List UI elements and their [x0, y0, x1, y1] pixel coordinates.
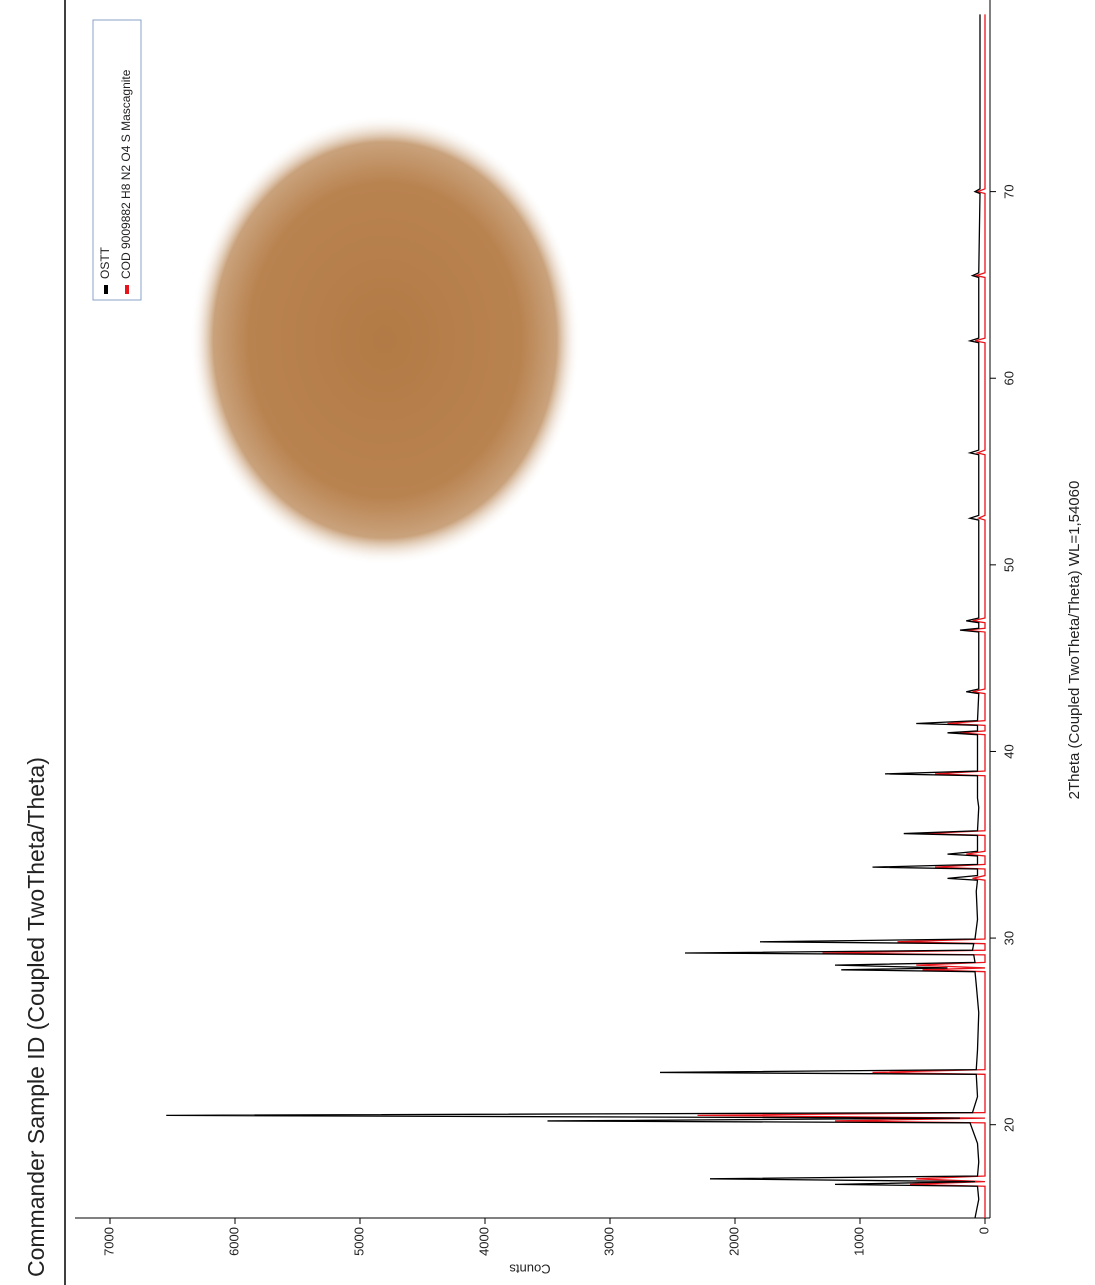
x-tick-label: 30	[1001, 931, 1016, 945]
x-tick-label: 50	[1001, 558, 1016, 572]
legend-label: COD 9009882 H8 N2 O4 S Mascagnite	[119, 69, 133, 279]
y-tick-label: 2000	[726, 1227, 741, 1256]
plot: Commander Sample ID (Coupled TwoTheta/Th…	[23, 0, 1083, 1285]
chart: Commander Sample ID (Coupled TwoTheta/Th…	[0, 0, 1095, 1285]
x-tick-label: 60	[1001, 371, 1016, 385]
y-tick-label: 5000	[351, 1227, 366, 1256]
x-tick-label: 20	[1001, 1117, 1016, 1131]
y-axis-label: Counts	[509, 1262, 551, 1277]
x-tick-label: 40	[1001, 744, 1016, 758]
chart-title: Commander Sample ID (Coupled TwoTheta/Th…	[23, 757, 49, 1277]
y-tick-label: 1000	[851, 1227, 866, 1256]
y-tick-label: 4000	[476, 1227, 491, 1256]
legend-label: OSTT	[98, 246, 112, 279]
powder-photo	[190, 115, 580, 565]
y-tick-label: 6000	[226, 1227, 241, 1256]
y-tick-label: 7000	[101, 1227, 116, 1256]
y-tick-label: 3000	[601, 1227, 616, 1256]
series-line	[698, 14, 986, 1218]
y-tick-label: 0	[976, 1227, 991, 1234]
x-tick-label: 70	[1001, 184, 1016, 198]
x-axis-label: 2Theta (Coupled TwoTheta/Theta) WL=1,540…	[1066, 481, 1083, 800]
